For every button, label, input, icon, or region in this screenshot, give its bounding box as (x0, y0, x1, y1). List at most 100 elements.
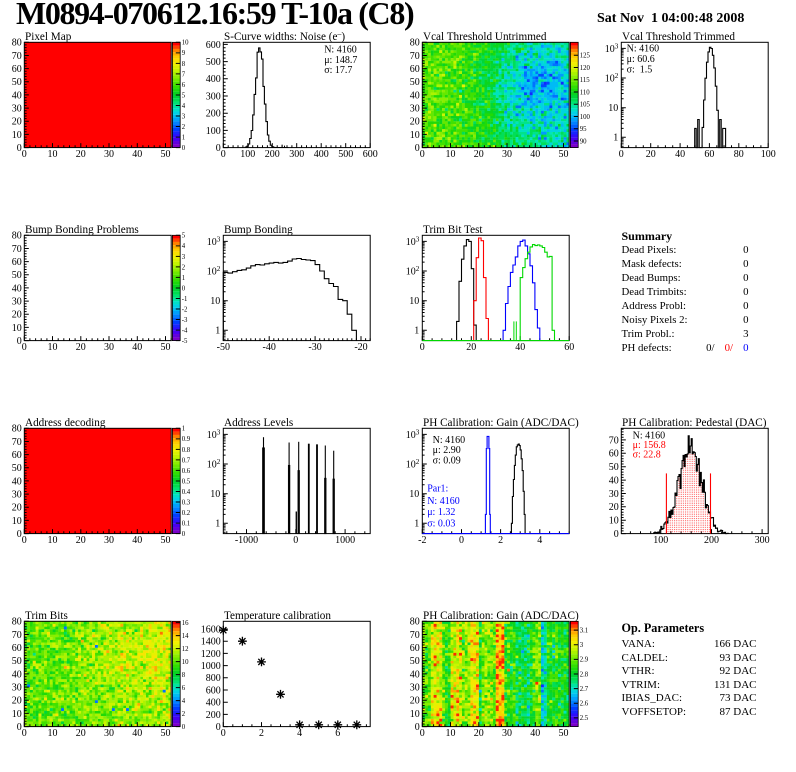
svg-text:40: 40 (609, 476, 619, 487)
svg-text:-2: -2 (182, 306, 188, 313)
svg-text:-50: -50 (217, 342, 230, 353)
svg-text:70: 70 (12, 437, 22, 448)
svg-text:N: 4160: N: 4160 (433, 435, 466, 446)
svg-text:60: 60 (410, 643, 420, 654)
svg-text:50: 50 (12, 656, 22, 667)
svg-text:102: 102 (207, 458, 221, 471)
svg-text:Pixel Map: Pixel Map (25, 31, 72, 43)
svg-text:μ: 1.32: μ: 1.32 (427, 507, 455, 518)
svg-text:4: 4 (182, 243, 186, 250)
svg-text:20: 20 (76, 728, 86, 739)
svg-text:μ: 2.90: μ: 2.90 (433, 445, 461, 456)
svg-text:60: 60 (704, 149, 714, 160)
svg-text:0: 0 (216, 143, 221, 154)
svg-text:1: 1 (414, 519, 419, 530)
svg-text:40: 40 (12, 476, 22, 487)
svg-text:σ: 0.09: σ: 0.09 (433, 456, 461, 467)
svg-text:0.1: 0.1 (182, 520, 191, 527)
svg-text:0: 0 (420, 342, 425, 353)
svg-text:50: 50 (609, 462, 619, 473)
svg-text:-1: -1 (182, 296, 188, 303)
svg-text:Address decoding: Address decoding (25, 417, 106, 429)
svg-text:N: 4160: N: 4160 (633, 431, 666, 442)
svg-text:20: 20 (466, 342, 476, 353)
svg-text:3: 3 (580, 642, 584, 649)
svg-text:50: 50 (12, 270, 22, 281)
svg-text:Vcal Threshold Trimmed: Vcal Threshold Trimmed (622, 31, 735, 43)
svg-text:0.8: 0.8 (182, 447, 191, 454)
svg-text:600: 600 (363, 149, 378, 160)
svg-text:60: 60 (12, 450, 22, 461)
svg-text:105: 105 (580, 102, 591, 109)
svg-text:μ: 60.6: μ: 60.6 (627, 54, 655, 65)
svg-text:102: 102 (207, 265, 221, 278)
svg-text:50: 50 (161, 149, 171, 160)
svg-text:Bump Bonding: Bump Bonding (224, 224, 293, 236)
svg-text:σ: 0.03: σ: 0.03 (427, 518, 455, 529)
svg-text:2: 2 (259, 728, 264, 739)
svg-text:110: 110 (580, 89, 591, 96)
svg-text:300: 300 (755, 535, 770, 546)
svg-text:20: 20 (76, 149, 86, 160)
svg-text:20: 20 (12, 696, 22, 707)
svg-text:PH Calibration: Gain (ADC/DAC): PH Calibration: Gain (ADC/DAC) (423, 417, 579, 429)
svg-text:103: 103 (207, 235, 221, 248)
svg-text:0: 0 (420, 728, 425, 739)
svg-text:10: 10 (608, 103, 618, 114)
svg-text:-20: -20 (354, 342, 367, 353)
svg-text:6: 6 (335, 728, 340, 739)
svg-text:0.3: 0.3 (182, 499, 191, 506)
svg-text:0: 0 (182, 285, 186, 292)
svg-text:40: 40 (675, 149, 685, 160)
svg-text:Address Levels: Address Levels (224, 417, 293, 429)
svg-text:0: 0 (420, 149, 425, 160)
svg-text:7: 7 (182, 71, 186, 78)
svg-text:-5: -5 (182, 338, 188, 345)
svg-text:0: 0 (17, 529, 22, 540)
svg-text:σ: 17.7: σ: 17.7 (324, 65, 352, 76)
svg-text:0: 0 (459, 535, 464, 546)
svg-text:N: 4160: N: 4160 (324, 44, 357, 55)
svg-text:20: 20 (410, 696, 420, 707)
svg-text:10: 10 (210, 296, 220, 307)
svg-text:2.5: 2.5 (580, 715, 589, 722)
svg-text:400: 400 (206, 74, 221, 85)
svg-text:2: 2 (182, 124, 186, 131)
svg-text:8: 8 (182, 672, 186, 679)
svg-text:100: 100 (580, 114, 591, 121)
svg-text:10: 10 (446, 728, 456, 739)
svg-text:1: 1 (215, 519, 220, 530)
svg-text:100: 100 (653, 535, 668, 546)
svg-text:80: 80 (12, 231, 22, 242)
svg-text:S-Curve widths: Noise (e–): S-Curve widths: Noise (e–) (224, 29, 345, 43)
svg-text:600: 600 (206, 40, 221, 51)
svg-text:103: 103 (605, 42, 619, 55)
svg-text:0: 0 (17, 143, 22, 154)
svg-text:1400: 1400 (201, 637, 221, 648)
svg-text:12: 12 (182, 646, 189, 653)
svg-text:Vcal Threshold Untrimmed: Vcal Threshold Untrimmed (423, 31, 547, 43)
svg-text:30: 30 (410, 683, 420, 694)
svg-text:0: 0 (619, 149, 624, 160)
svg-text:8: 8 (182, 61, 186, 68)
svg-text:10: 10 (48, 149, 58, 160)
svg-text:30: 30 (12, 683, 22, 694)
svg-text:10: 10 (12, 130, 22, 141)
svg-text:5: 5 (182, 233, 186, 240)
svg-text:0: 0 (22, 149, 27, 160)
svg-text:0: 0 (293, 535, 298, 546)
svg-text:20: 20 (474, 149, 484, 160)
svg-text:6: 6 (182, 685, 186, 692)
svg-text:50: 50 (410, 77, 420, 88)
svg-text:60: 60 (410, 64, 420, 75)
svg-text:50: 50 (559, 149, 569, 160)
svg-text:σ: 1.5: σ: 1.5 (627, 65, 653, 76)
svg-text:10: 10 (609, 516, 619, 527)
svg-text:10: 10 (409, 296, 419, 307)
svg-text:200: 200 (206, 710, 221, 721)
svg-text:10: 10 (210, 489, 220, 500)
svg-text:600: 600 (206, 685, 221, 696)
svg-text:70: 70 (12, 630, 22, 641)
svg-text:80: 80 (12, 424, 22, 435)
svg-text:0: 0 (216, 722, 221, 733)
